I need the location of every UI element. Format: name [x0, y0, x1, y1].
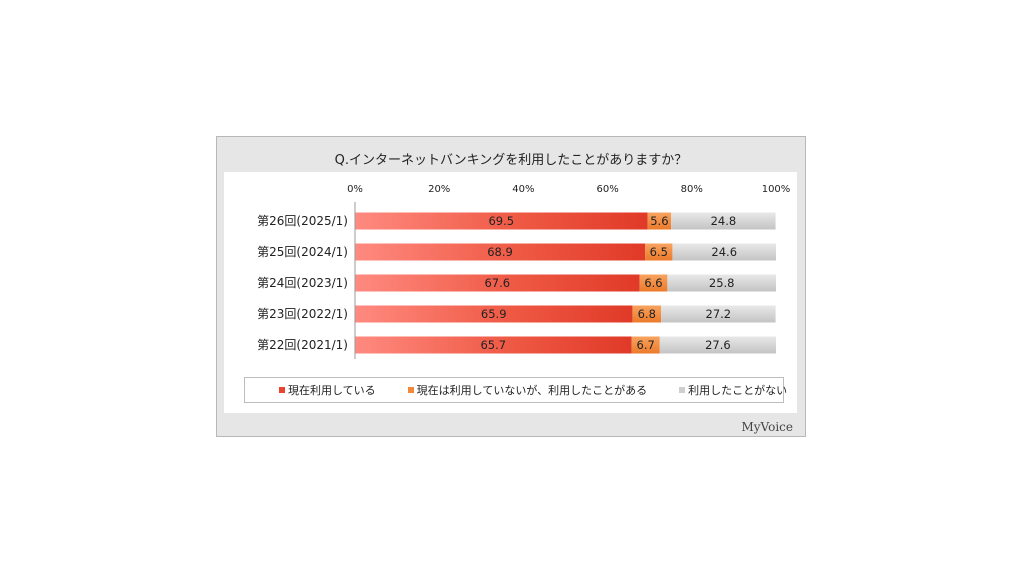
category-label: 第25回(2024/1) — [257, 245, 348, 259]
x-tick-label: 60% — [596, 184, 618, 195]
bar-segment — [672, 243, 776, 261]
legend-swatch-past — [407, 387, 414, 393]
legend-item-current: 現在利用している — [279, 382, 376, 398]
bar-segment — [355, 274, 640, 292]
legend-swatch-never — [679, 387, 686, 393]
x-tick-label: 80% — [681, 184, 703, 195]
data-label: 69.5 — [488, 214, 514, 228]
legend-label-current: 現在利用している — [288, 384, 376, 397]
data-label: 27.2 — [706, 307, 732, 321]
data-label: 5.6 — [650, 214, 668, 228]
legend-swatch-current — [279, 387, 285, 393]
data-label: 65.7 — [480, 338, 506, 352]
bar-segment — [632, 305, 662, 323]
bar-segment — [355, 212, 648, 230]
bar-segment — [631, 336, 660, 354]
bar-segment — [639, 274, 668, 292]
bar-segment — [645, 243, 673, 261]
chart-panel: Q.インターネットバンキングを利用したことがありますか？ 0% 20% 40% 60%… — [216, 136, 806, 437]
category-label: 第22回(2021/1) — [257, 338, 348, 352]
category-label: 第24回(2023/1) — [257, 276, 348, 290]
data-label: 24.6 — [711, 245, 737, 259]
bar-segment — [659, 336, 776, 354]
data-label: 27.6 — [705, 338, 731, 352]
legend-item-past: 現在は利用していないが、利用したことがある — [407, 382, 648, 398]
bar-segment — [355, 305, 633, 323]
x-tick-label: 20% — [428, 184, 450, 195]
category-label: 第23回(2022/1) — [257, 307, 348, 321]
data-label: 6.8 — [638, 307, 656, 321]
x-tick-label: 0% — [347, 184, 363, 195]
x-tick-label: 100% — [762, 184, 791, 195]
legend-label-past: 現在は利用していないが、利用したことがある — [416, 384, 648, 397]
brand-logo: MyVoice — [741, 420, 793, 434]
data-label: 25.8 — [709, 276, 735, 290]
data-label: 65.9 — [481, 307, 507, 321]
data-label: 24.8 — [711, 214, 737, 228]
data-label: 68.9 — [487, 245, 513, 259]
chart-title: Q.インターネットバンキングを利用したことがありますか？ — [334, 153, 688, 168]
data-label: 67.6 — [484, 276, 510, 290]
legend-label-never: 利用したことがない — [688, 384, 788, 397]
bar-segment — [355, 243, 646, 261]
stacked-bar-chart: 0% 20% 40% 60% 80% 100% 第26回(2025/1) 69.5 5.6 24.… — [257, 184, 791, 359]
legend: 現在利用している 現在は利用していないが、利用したことがある 利用したことがない — [244, 377, 787, 403]
bar-segment — [647, 212, 672, 230]
data-label: 6.6 — [644, 276, 662, 290]
data-label: 6.7 — [637, 338, 655, 352]
bar-segment — [355, 336, 632, 354]
legend-item-never: 利用したことがない — [679, 382, 787, 398]
bar-segment — [661, 305, 776, 323]
category-label: 第26回(2025/1) — [257, 214, 348, 228]
x-tick-label: 40% — [512, 184, 534, 195]
bar-segment — [667, 274, 776, 292]
plot-area: 0% 20% 40% 60% 80% 100% 第26回(2025/1) 69.5 5.6 24.… — [224, 172, 797, 413]
bar-segment — [671, 212, 776, 230]
data-label: 6.5 — [650, 245, 668, 259]
